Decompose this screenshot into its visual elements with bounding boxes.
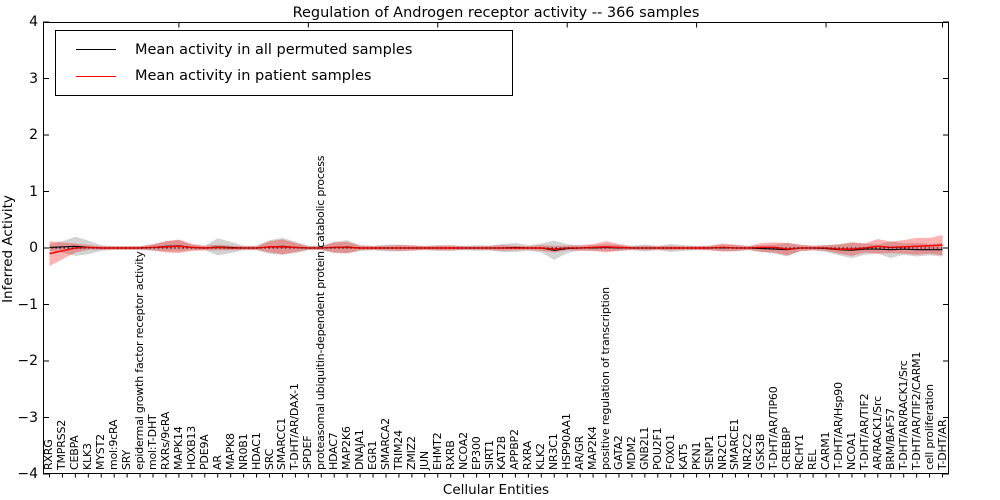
y-tick-label: 2 [29, 127, 38, 143]
x-tick-label: MAPK14 [171, 426, 185, 470]
x-tick-label: positive regulation of transcription [599, 287, 612, 470]
x-tick-label: KAT5 [676, 443, 690, 470]
patient-mean-line [49, 244, 943, 255]
legend-label-patient: Mean activity in patient samples [135, 68, 372, 85]
x-tick-label: NCOA1 [844, 432, 858, 470]
x-tick-label: T-DHT/AR/TIP60 [767, 386, 781, 470]
x-tick-label: EHMT2 [430, 432, 444, 470]
x-tick-label: MAP2K4 [586, 426, 600, 470]
x-tick-label: RCHY1 [793, 434, 807, 470]
y-axis-label: Inferred Activity [0, 195, 16, 303]
x-tick-label: POU2F1 [650, 427, 664, 470]
x-tick-label: NR2C2 [741, 433, 755, 470]
x-tick-label: mol:9cRA [107, 419, 121, 470]
y-tick-label: 1 [29, 183, 38, 200]
patient-std-band [49, 235, 943, 267]
plot-svg [43, 21, 949, 478]
x-tick-label: BRM/BAF57 [883, 408, 897, 470]
x-tick-label: SRY [120, 449, 134, 470]
x-tick-label: GSK3B [754, 433, 768, 470]
x-tick-label: ZMIZ2 [404, 436, 418, 470]
x-tick-label: RXRA [521, 440, 535, 470]
x-tick-label: NR3C1 [547, 433, 561, 470]
y-tick-label: −4 [17, 466, 38, 482]
x-tick-label: PKN1 [689, 441, 703, 470]
y-tick-label: 0 [29, 240, 38, 256]
x-tick-label: HOXB13 [184, 425, 198, 470]
x-tick-label: MYST2 [94, 434, 108, 470]
x-tick-label: T-DHT/AR [935, 419, 949, 470]
x-tick-label: DNAJA1 [353, 429, 367, 470]
legend-item-patient: Mean activity in patient samples [56, 68, 512, 84]
x-tick-label: JUN [417, 451, 431, 470]
x-tick-label: HDAC7 [327, 432, 341, 470]
y-tick-label: 3 [29, 70, 38, 87]
x-tick-label: KAT2B [495, 436, 509, 470]
x-tick-label: FOXO1 [663, 434, 677, 470]
x-tick-label: GATA2 [611, 435, 625, 470]
x-tick-label: AR/RACK1/Src [870, 396, 884, 470]
x-tick-label: T-DHT/AR/TIF2 [857, 393, 871, 470]
x-tick-label: SIRT1 [482, 440, 496, 470]
x-tick-label: cell proliferation [922, 384, 936, 470]
x-tick-label: HDAC1 [249, 432, 263, 470]
x-tick-label: MDM2 [624, 436, 638, 470]
x-tick-label: RXRG [42, 439, 56, 470]
y-tick-label: 4 [29, 14, 38, 30]
x-tick-label: CREBBP [780, 427, 794, 470]
x-tick-label: TMPRSS2 [55, 419, 69, 470]
x-tick-label: SMARCC1 [275, 417, 289, 470]
x-tick-label: TRIM24 [391, 430, 405, 470]
x-tick-label: T-DHT/AR/RACK1/Src [896, 360, 910, 470]
x-tick-label: RXRB [443, 440, 457, 470]
x-tick-label: EGR1 [366, 440, 380, 470]
x-tick-label: SPDEF [301, 435, 315, 470]
x-tick-label: mol:T-DHT [146, 414, 159, 470]
legend-item-permuted: Mean activity in all permuted samples [56, 42, 512, 58]
x-tick-label: MAP2K6 [340, 426, 354, 470]
x-tick-label: SENP1 [702, 435, 716, 470]
legend-box: Mean activity in all permuted samples Me… [55, 30, 513, 96]
x-tick-label: REL [806, 449, 820, 470]
permuted-line-swatch [76, 49, 116, 51]
x-axis-label: Cellular Entities [442, 482, 550, 498]
legend-label-permuted: Mean activity in all permuted samples [135, 41, 413, 58]
x-tick-label: SMARCA2 [378, 418, 392, 470]
y-tick-label: −3 [17, 409, 38, 426]
x-tick-label: CEBPA [68, 435, 82, 470]
chart-title: Regulation of Androgen receptor activity… [292, 5, 700, 21]
x-tick-label: GNB2L1 [637, 426, 651, 470]
y-tick-label: −2 [17, 353, 38, 369]
x-tick-label: epidermal growth factor receptor activit… [133, 251, 147, 470]
x-tick-label: T-DHT/AR/DAX-1 [288, 383, 302, 470]
y-tick-label: −1 [17, 296, 38, 313]
x-tick-label: KLK2 [534, 443, 548, 470]
x-tick-label: NR0B1 [236, 433, 250, 470]
x-tick-label: AR/GR [573, 435, 587, 470]
x-tick-label: NR2C1 [715, 433, 729, 470]
x-tick-label: RXRs/9cRA [158, 411, 172, 470]
x-tick-label: EP300 [469, 436, 483, 470]
x-tick-label: HSP90AA1 [560, 413, 574, 470]
x-tick-label: KLK3 [81, 443, 95, 470]
x-tick-label: PDE9A [197, 434, 211, 470]
patient-line-swatch [76, 75, 116, 77]
x-tick-label: NCOA2 [456, 432, 470, 470]
x-tick-label: T-DHT/AR/Hsp90 [831, 382, 845, 470]
x-tick-label: MAPK8 [223, 433, 237, 470]
x-tick-label: AR [210, 455, 224, 470]
x-tick-label: SMARCE1 [728, 418, 742, 470]
x-tick-label: SRC [262, 448, 276, 470]
x-tick-label: CARM1 [819, 431, 833, 470]
x-tick-label: T-DHT/AR/TIF2/CARM1 [909, 351, 923, 470]
x-tick-label: APPBP2 [508, 429, 522, 470]
x-tick-label: proteasomal ubiquitin-dependent protein … [314, 155, 328, 470]
